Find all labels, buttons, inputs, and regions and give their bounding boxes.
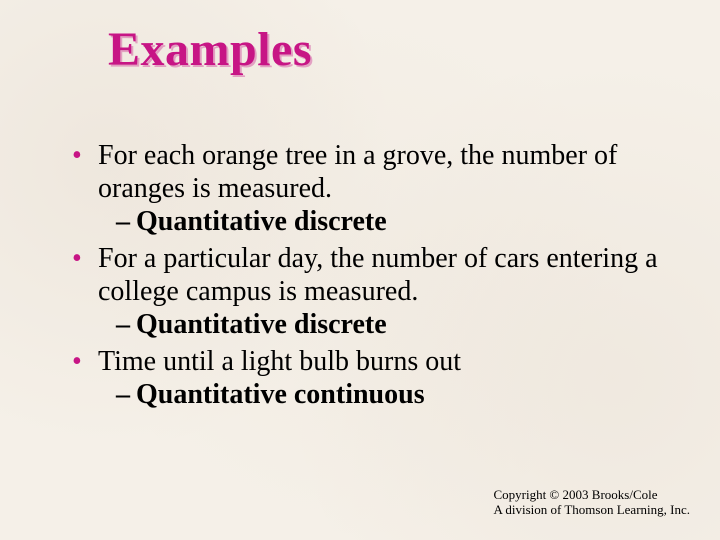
list-item: For a particular day, the number of cars…	[98, 242, 660, 341]
bullet-sub: Quantitative discrete	[98, 205, 660, 238]
slide-title: Examples	[108, 22, 660, 77]
bullet-text: Time until a light bulb burns out	[98, 346, 461, 377]
slide: Examples For each orange tree in a grove…	[0, 0, 720, 540]
list-item: For each orange tree in a grove, the num…	[98, 139, 660, 238]
bullet-sub: Quantitative continuous	[98, 378, 660, 411]
list-item: Time until a light bulb burns out Quanti…	[98, 345, 660, 411]
bullet-sub: Quantitative discrete	[98, 308, 660, 341]
bullet-text: For a particular day, the number of cars…	[98, 243, 658, 307]
copyright-line-1: Copyright © 2003 Brooks/Cole	[493, 488, 690, 503]
bullet-text: For each orange tree in a grove, the num…	[98, 140, 617, 204]
bullet-list: For each orange tree in a grove, the num…	[60, 139, 660, 411]
copyright-block: Copyright © 2003 Brooks/Cole A division …	[493, 488, 690, 518]
copyright-line-2: A division of Thomson Learning, Inc.	[493, 503, 690, 518]
